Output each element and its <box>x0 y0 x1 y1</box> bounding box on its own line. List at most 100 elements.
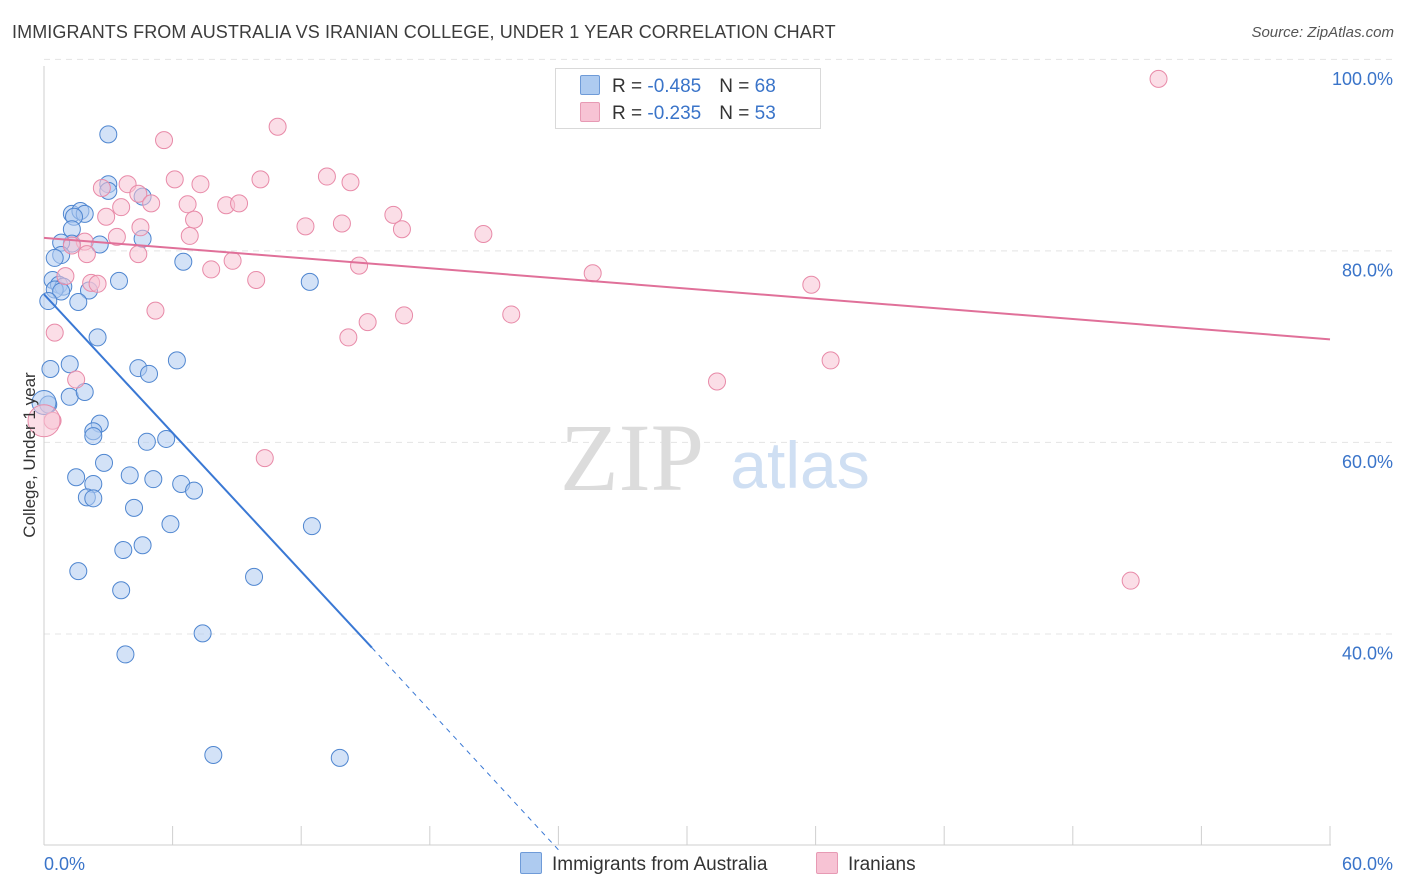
data-point <box>88 274 107 293</box>
data-point <box>112 198 131 217</box>
data-point <box>1121 571 1140 590</box>
y-tick-label: 100.0% <box>1332 69 1393 89</box>
trend-line-iranians <box>43 236 1331 341</box>
data-point <box>350 256 369 275</box>
data-point <box>137 432 156 451</box>
data-point <box>161 515 180 534</box>
legend-row-iranians: R = -0.235 N = 53 <box>580 102 776 126</box>
r-label: R = <box>612 76 648 97</box>
data-point <box>341 173 360 192</box>
data-point <box>144 470 163 489</box>
data-point <box>107 227 126 246</box>
y-tick-label: 80.0% <box>1342 260 1393 280</box>
data-point <box>167 351 186 370</box>
watermark-atlas: atlas <box>730 428 869 502</box>
watermark: ZIP atlas <box>560 404 870 511</box>
data-point <box>185 481 204 500</box>
x-tick-label: 60.0% <box>1342 854 1393 874</box>
data-point <box>191 175 210 194</box>
trend-line-australia-extension <box>371 647 559 851</box>
data-point <box>245 567 264 586</box>
data-point <box>708 372 727 391</box>
data-point <box>112 581 131 600</box>
data-point <box>95 453 114 472</box>
chart-title: IMMIGRANTS FROM AUSTRALIA VS IRANIAN COL… <box>12 22 836 42</box>
legend-item-iranians: Iranians <box>816 852 916 876</box>
data-point <box>67 370 86 389</box>
data-point <box>392 220 411 239</box>
n-value: 53 <box>754 103 776 124</box>
data-point <box>502 305 521 324</box>
trend-lines <box>43 236 1331 851</box>
data-point <box>60 387 79 406</box>
grid-lines <box>44 58 1392 635</box>
data-point <box>92 179 111 198</box>
data-point <box>133 536 152 555</box>
n-value: 68 <box>754 76 776 97</box>
data-point <box>125 498 144 517</box>
data-point <box>583 264 602 283</box>
data-point <box>84 489 103 508</box>
data-point <box>230 194 249 213</box>
data-point <box>146 301 165 320</box>
series-iranians <box>27 69 1168 590</box>
r-value: -0.485 <box>647 76 702 97</box>
data-point <box>255 449 274 468</box>
trend-line-australia <box>43 293 373 649</box>
data-point <box>140 364 159 383</box>
data-point <box>193 624 212 643</box>
axes <box>43 66 1331 846</box>
data-point <box>67 468 86 487</box>
data-point <box>75 383 94 402</box>
data-point <box>110 271 129 290</box>
data-point <box>131 218 150 237</box>
data-point <box>97 207 116 226</box>
data-point <box>39 292 58 311</box>
data-point <box>302 517 321 536</box>
series-australia <box>31 125 349 767</box>
data-point <box>821 351 840 370</box>
r-label: R = <box>612 103 648 124</box>
legend-row-australia: R = -0.485 N = 68 <box>580 75 776 99</box>
correlation-legend: R = -0.485 N = 68 R = -0.235 N = 53 <box>555 68 821 129</box>
data-point <box>77 245 96 264</box>
data-point <box>45 323 64 342</box>
data-point <box>60 355 79 374</box>
y-tick-label: 40.0% <box>1342 643 1393 663</box>
data-point <box>474 224 493 243</box>
data-point <box>69 562 88 581</box>
data-point <box>247 270 266 289</box>
data-point <box>332 214 351 233</box>
data-point <box>88 328 107 347</box>
legend-label: Iranians <box>848 854 916 875</box>
data-point <box>45 248 64 267</box>
legend-label: Immigrants from Australia <box>552 854 768 875</box>
legend-swatch-blue <box>520 852 542 874</box>
data-point <box>1149 69 1168 88</box>
data-point <box>384 205 403 224</box>
data-point <box>116 645 135 664</box>
data-point <box>120 466 139 485</box>
watermark-zip: ZIP <box>560 404 704 511</box>
data-point <box>129 245 148 264</box>
data-point <box>114 541 133 560</box>
tick-labels: 100.0% 80.0% 60.0% 40.0% 0.0% 60.0% <box>44 69 1393 874</box>
data-point <box>204 745 223 764</box>
series-legend: Immigrants from Australia Iranians <box>0 850 1406 880</box>
data-point <box>202 260 221 279</box>
data-point <box>395 306 414 325</box>
data-point <box>56 267 75 286</box>
data-point <box>84 427 103 446</box>
data-point <box>27 404 61 438</box>
data-point <box>180 226 199 245</box>
data-point <box>268 117 287 136</box>
data-point <box>142 194 161 213</box>
data-point <box>317 167 336 186</box>
data-point <box>41 360 60 379</box>
y-axis-label: College, Under 1 year <box>20 372 39 538</box>
data-point <box>802 275 821 294</box>
data-point <box>165 170 184 189</box>
x-tick-label: 0.0% <box>44 854 85 874</box>
legend-swatch-pink <box>816 852 838 874</box>
